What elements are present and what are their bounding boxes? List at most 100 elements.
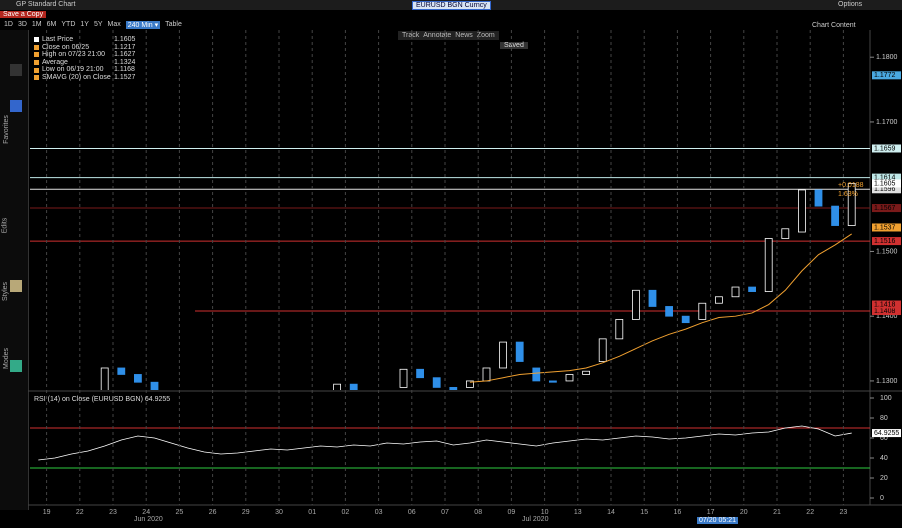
x-tick-label: 23 [109,509,117,516]
level-label: 1.1408 [874,308,896,315]
candle-body [532,367,541,382]
tool-button[interactable]: Track [402,32,420,39]
candle-body [615,319,624,340]
level-label: 1.1567 [874,205,896,212]
legend-value: 1.1627 [114,51,136,59]
legend-value: 1.1217 [114,43,136,51]
level-label-box [872,185,901,194]
period-tab[interactable]: 240 Min ▾ [125,21,161,29]
candle-body [85,410,92,426]
candle-body [549,380,557,383]
candle-body [482,367,491,382]
save-button[interactable]: Save a Copy [0,11,47,18]
legend-label: Low on 06/19 21:00 [42,66,104,74]
candle-body [317,412,324,413]
candle-body [300,413,307,423]
legend-swatch [34,44,39,50]
x-tick-label: 24 [142,509,150,516]
legend-entry: Close on 06/25 1.1217 [34,44,135,52]
candle-body [449,387,458,390]
x-tick-label: 14 [607,509,615,516]
change-pct: 1.63% [838,191,858,198]
period-tab[interactable]: 1D [4,21,13,28]
marker-label: 1.1537 [874,224,896,231]
x-tick-label: 15 [640,509,648,516]
marker-label: 1.1605 [874,180,896,187]
legend-entry: High on 07/23 21:00 1.1627 [34,51,135,59]
level-label-box [872,204,901,213]
rsi-title: RSI (14) on Close (EURUSD BGN) [34,396,143,403]
x-tick-label: 17 [707,509,715,516]
candle-body [499,341,508,369]
period-tab[interactable]: 1M [31,21,42,28]
legend-value: 1.1324 [114,58,136,66]
tool-button[interactable]: Zoom [476,32,495,39]
legend-label: Average [42,58,68,66]
legend: Last Price 1.1605 Close on 06/25 1.1217 High… [34,36,135,82]
tool-icon[interactable] [10,64,22,76]
level-label: 1.1614 [874,174,896,181]
rsi-legend: RSI (14) on Close (EURUSD BGN) 64.9255 [34,396,170,403]
candle-body [731,286,740,298]
month-label: Jun 2020 [134,516,163,523]
saved-button[interactable]: Saved [500,42,528,49]
x-tick-label: 06 [408,509,416,516]
legend-entry: Low on 06/19 21:00 1.1168 [34,66,135,74]
sma-line [469,233,852,383]
candle-body [51,459,58,462]
tool-icon[interactable] [10,100,22,112]
candle-body [100,367,109,390]
period-tab[interactable]: Table [165,21,182,28]
options-button[interactable]: Options [838,1,863,8]
period-tab[interactable]: 5Y [93,21,103,28]
marker-box [872,179,901,188]
tool-button[interactable]: Annotate [423,32,452,39]
marker-box [872,300,901,309]
y-tick-label: 80 [880,415,888,422]
candle-body [582,370,590,375]
tool-icon[interactable] [10,360,22,372]
y-tick-label: 40 [880,455,888,462]
tool-button[interactable]: News [455,32,473,39]
x-tick-label: 07 [441,509,449,516]
marker-label: 1.1418 [874,301,896,308]
marker-box [872,223,901,232]
marker-box [872,71,901,80]
security-field[interactable]: EURUSD BGN Curncy [412,1,491,10]
legend-label: Close on 06/25 [42,43,90,51]
x-tick-label: 21 [773,509,781,516]
x-tick-label: 16 [674,509,682,516]
period-tab[interactable]: Max [107,21,121,28]
x-tick-label: 29 [242,509,250,516]
rsi-line [38,425,852,461]
chart-tools: Track Annotate News Zoom [398,31,499,40]
candle-body [814,189,823,207]
tool-icon[interactable] [10,280,22,292]
candle-body [781,228,790,239]
legend-entry: Average 1.1324 [34,59,135,67]
period-tab[interactable]: 3D [17,21,27,28]
candle-body [632,289,640,320]
chart-content[interactable]: Chart Content [812,22,856,29]
candle-body [367,417,374,420]
candle-body [565,374,574,382]
period-tab[interactable]: YTD [61,21,76,28]
candle-body [648,289,657,307]
x-tick-label: 01 [308,509,316,516]
candle-body [847,183,856,226]
candle-body [432,377,441,388]
legend-value: 1.1605 [114,36,136,43]
candle-body [217,429,224,432]
legend-label: SMAVG (20) on Close [42,73,111,81]
x-tick-label: 10 [541,509,549,516]
rsi-last: 64.9255 [144,396,171,403]
candle-body [798,189,806,233]
legend-swatch [34,75,39,81]
y-tick-label: 1.1700 [876,119,898,126]
y-tick-label: 60 [880,435,888,442]
candle-body [68,426,75,452]
period-tab[interactable]: 1Y [80,21,89,28]
level-label-box [872,307,901,316]
period-tab[interactable]: 6M [46,21,57,28]
